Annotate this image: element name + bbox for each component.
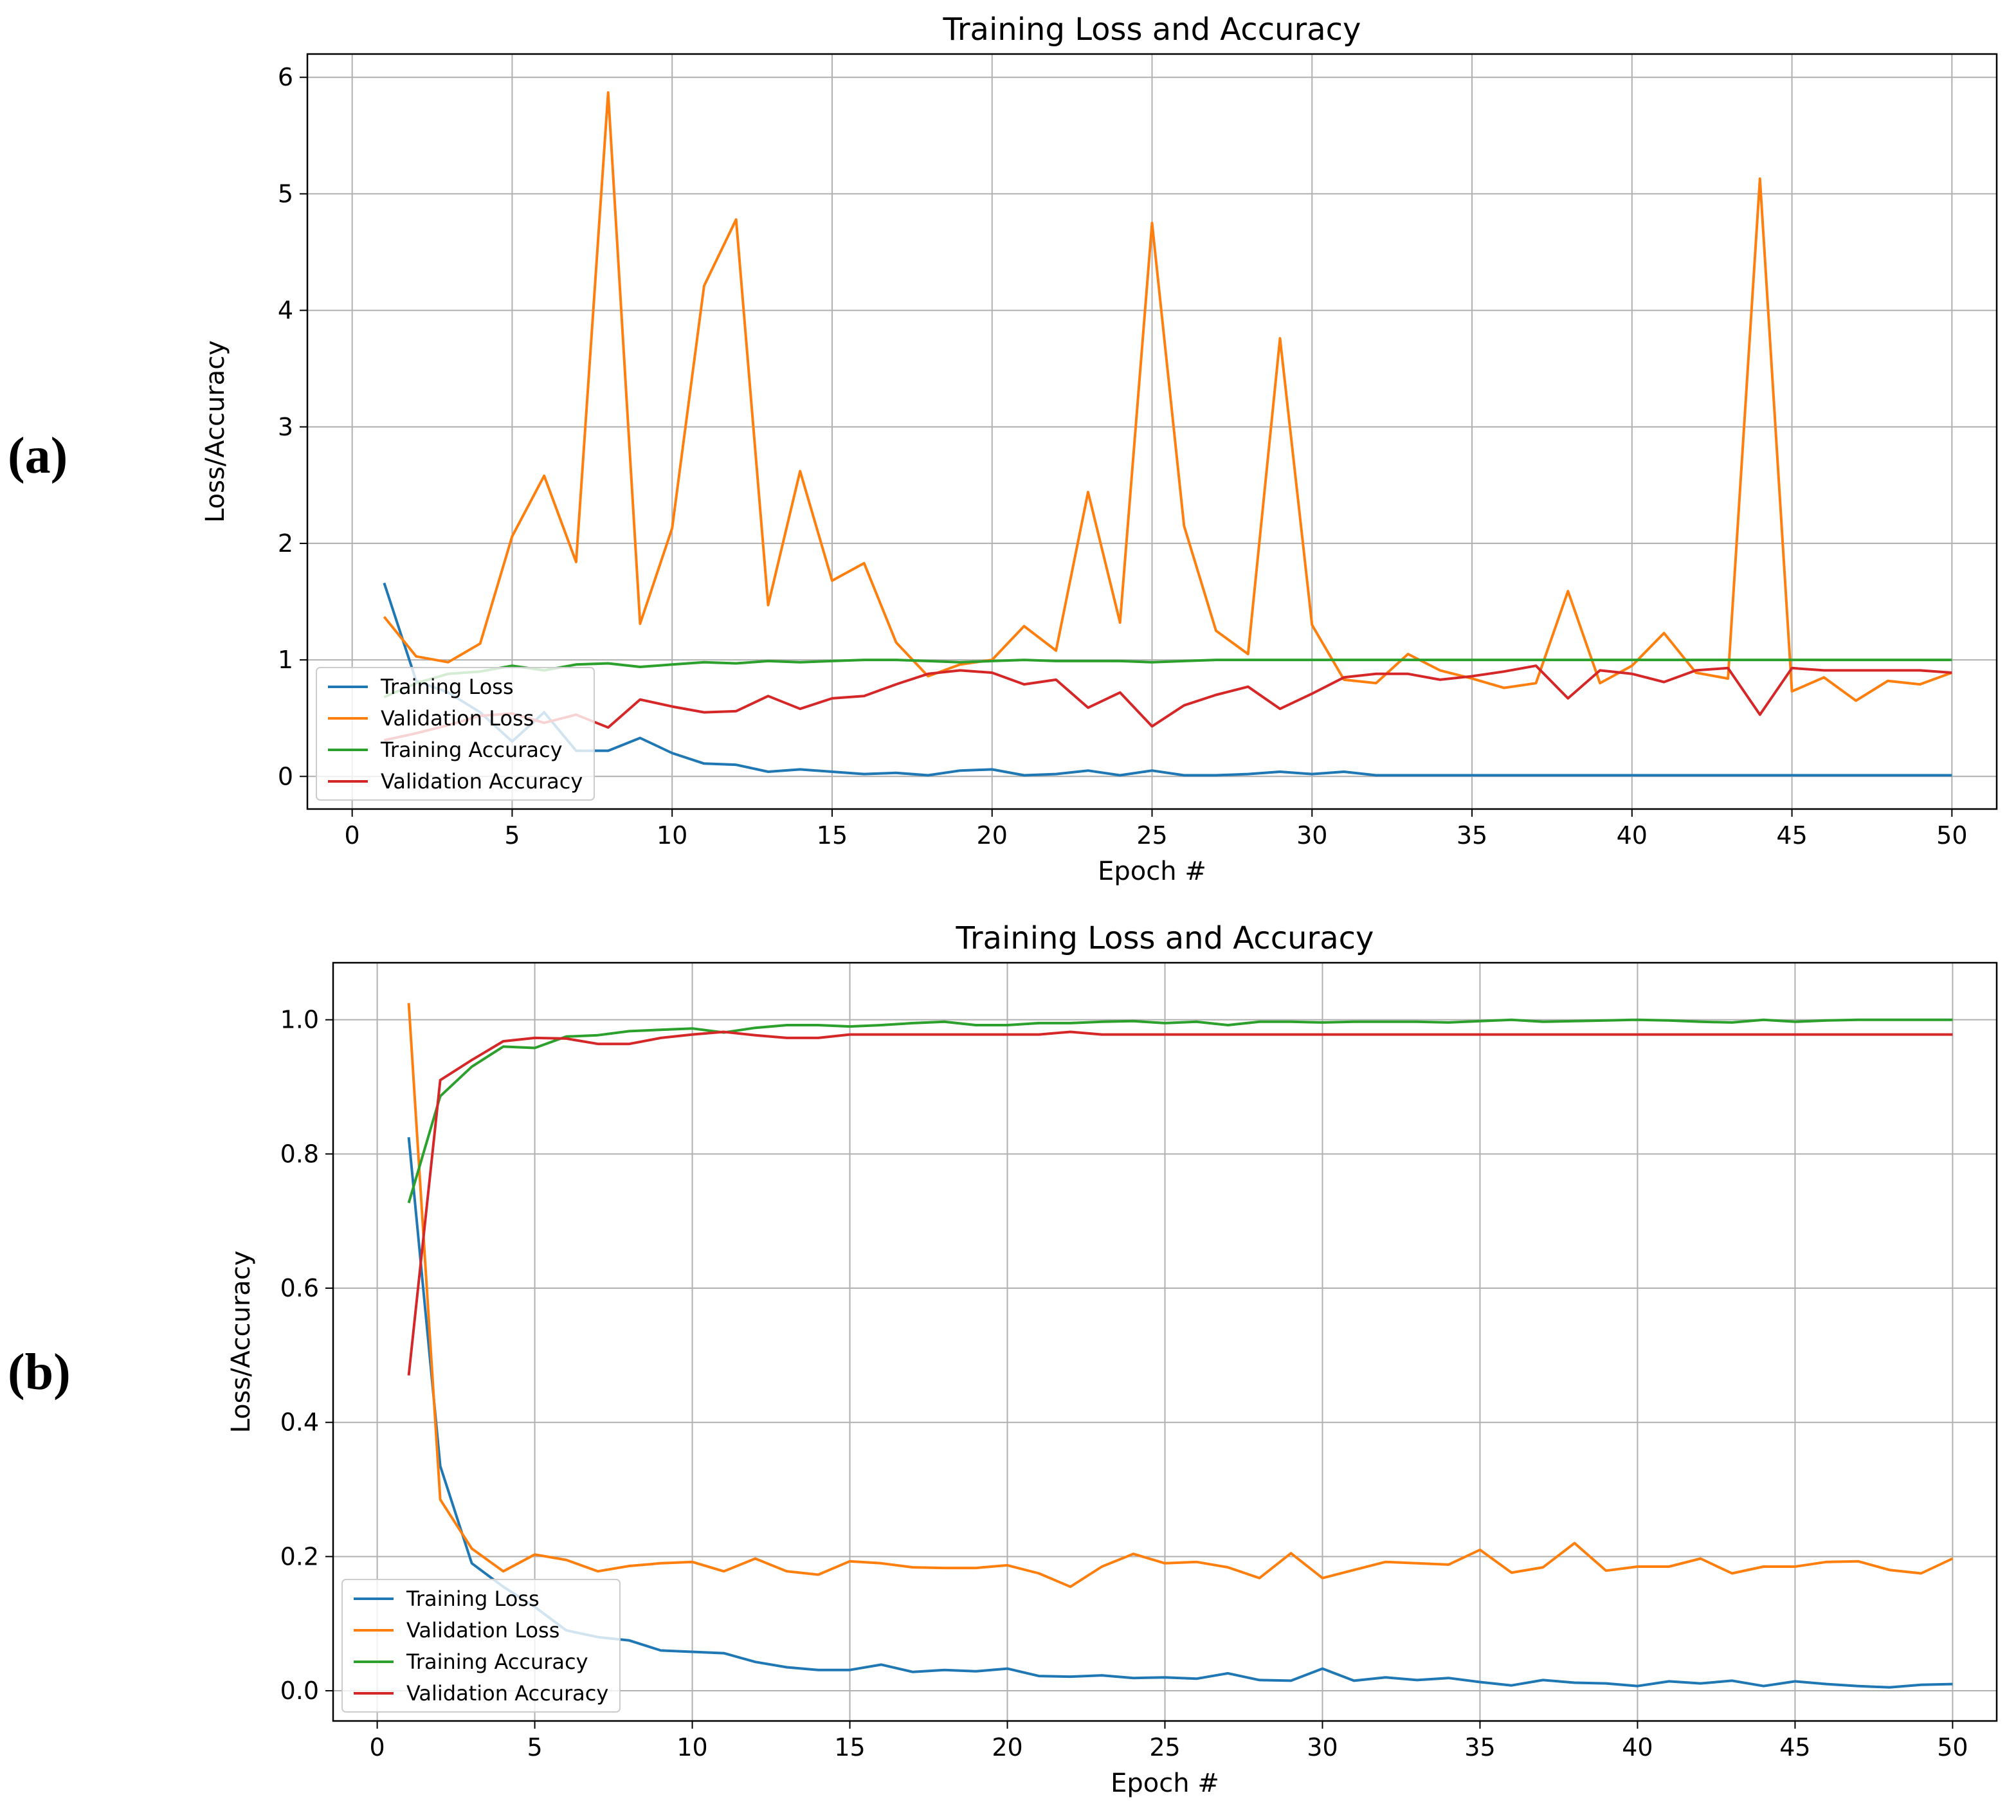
series-line-validation-accuracy — [383, 664, 1952, 742]
y-tick-label: 0.2 — [280, 1542, 319, 1570]
x-tick-label: 15 — [834, 1733, 865, 1761]
x-tick-label: 40 — [1617, 821, 1648, 850]
x-tick-label: 45 — [1779, 1733, 1810, 1761]
x-tick-label: 35 — [1464, 1733, 1495, 1761]
y-tick-label: 0 — [278, 762, 293, 790]
series-line-training-loss — [383, 582, 1952, 777]
legend-label: Validation Loss — [406, 1618, 559, 1643]
x-axis-label: Epoch # — [1098, 857, 1206, 886]
x-tick-label: 10 — [657, 821, 687, 850]
x-tick-label: 25 — [1136, 821, 1167, 850]
y-tick-label: 0.4 — [280, 1408, 319, 1437]
y-tick-label: 6 — [278, 63, 293, 91]
series-line-training-accuracy — [383, 659, 1952, 698]
legend-label: Training Accuracy — [406, 1650, 588, 1674]
y-tick-label: 1 — [278, 646, 293, 674]
x-tick-label: 45 — [1776, 821, 1807, 850]
y-tick-label: 0.0 — [280, 1677, 319, 1705]
x-tick-label: 15 — [817, 821, 848, 850]
y-tick-label: 4 — [278, 296, 293, 325]
y-tick-label: 0.8 — [280, 1140, 319, 1168]
x-tick-label: 50 — [1936, 821, 1967, 850]
y-tick-label: 5 — [278, 179, 293, 208]
legend-label: Training Loss — [406, 1587, 540, 1611]
x-tick-label: 30 — [1307, 1733, 1338, 1761]
legend-box — [316, 667, 595, 801]
legend-label: Validation Accuracy — [381, 769, 583, 794]
legend-label: Validation Accuracy — [406, 1681, 608, 1706]
y-tick-label: 3 — [278, 413, 293, 441]
series-line-training-loss — [407, 1137, 1953, 1689]
x-tick-label: 30 — [1296, 821, 1327, 850]
panel-label-a: (a) — [8, 428, 68, 484]
legend-label: Validation Loss — [381, 706, 534, 731]
y-axis-label: Loss/Accuracy — [201, 340, 230, 523]
x-tick-label: 5 — [504, 821, 520, 850]
x-tick-label: 0 — [370, 1733, 385, 1761]
x-tick-label: 20 — [977, 821, 1008, 850]
x-tick-label: 35 — [1457, 821, 1487, 850]
series-line-training-accuracy — [407, 1018, 1953, 1204]
series-line-validation-loss — [383, 91, 1952, 702]
series-line-validation-loss — [407, 1003, 1954, 1588]
x-axis-label: Epoch # — [1111, 1769, 1219, 1798]
y-tick-label: 0.6 — [280, 1274, 319, 1302]
y-axis-label: Loss/Accuracy — [226, 1251, 256, 1433]
y-tick-label: 1.0 — [280, 1006, 319, 1034]
x-tick-label: 50 — [1937, 1733, 1968, 1761]
panel-label-b: (b) — [8, 1344, 71, 1401]
legend-label: Training Accuracy — [380, 738, 563, 762]
legend-label: Training Loss — [380, 675, 514, 699]
x-tick-label: 5 — [527, 1733, 542, 1761]
x-tick-label: 10 — [677, 1733, 707, 1761]
x-tick-label: 40 — [1622, 1733, 1653, 1761]
chart-title: Training Loss and Accuracy — [943, 12, 1361, 48]
x-tick-label: 20 — [992, 1733, 1022, 1761]
y-tick-label: 2 — [278, 529, 293, 558]
chart-title: Training Loss and Accuracy — [956, 920, 1374, 956]
legend-box — [341, 1579, 621, 1713]
chart-b: 0 5 10 15 20 25 30 35 40 45 50 0.0 0.2 0.4 0.6 0.8 1.0 Tr… — [226, 920, 1998, 1798]
x-tick-label: 0 — [345, 821, 360, 850]
x-tick-label: 25 — [1149, 1733, 1180, 1761]
series-line-validation-accuracy — [407, 1030, 1953, 1376]
